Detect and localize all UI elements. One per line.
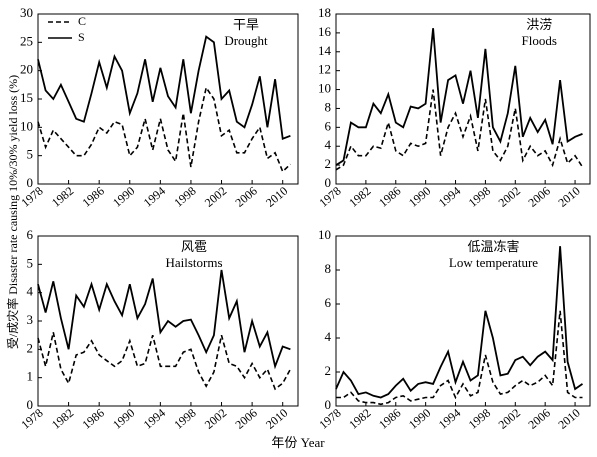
x-tick-label: 1998 [466,406,493,432]
x-tick-label: 1990 [406,184,433,210]
y-tick-label: 8 [325,261,332,276]
y-tick-label: 0 [27,175,34,190]
data-line [335,246,584,399]
data-line [37,35,291,140]
y-tick-label: 14 [318,43,332,58]
x-tick-label: 1978 [316,184,343,210]
y-tick-label: 2 [325,363,332,378]
data-line [335,28,583,166]
y-tick-label: 6 [325,295,332,310]
x-tick-label: 1994 [436,184,463,210]
x-tick-label: 2010 [555,406,582,432]
y-tick-label: 15 [20,90,33,105]
plot-frame [335,13,591,185]
y-tick-label: 5 [27,147,34,162]
x-tick-label: 1986 [79,184,106,210]
x-tick-label: 1982 [346,184,373,210]
x-tick-label: 1994 [141,406,168,432]
y-tick-label: 2 [325,156,332,171]
y-tick-label: 5 [27,255,34,270]
y-tick-label: 20 [20,62,33,77]
y-tick-label: 6 [325,118,332,133]
y-tick-label: 4 [325,329,332,344]
x-tick-label: 1982 [346,406,373,432]
panel-subtitle: Low temperature [449,255,538,270]
x-tick-label: 1994 [141,184,168,210]
x-tick-label: 2002 [202,184,229,210]
y-tick-label: 10 [318,227,331,242]
x-tick-label: 2002 [496,184,523,210]
x-tick-label: 2010 [263,184,290,210]
x-tick-label: 1986 [376,184,403,210]
y-tick-label: 10 [20,118,33,133]
y-tick-label: 12 [318,62,331,77]
x-tick-label: 1986 [376,406,403,432]
x-tick-label: 1990 [110,406,137,432]
x-axis-label: 年份 Year [271,435,325,450]
x-tick-label: 2006 [232,406,259,432]
y-tick-label: 25 [20,33,33,48]
plot-frame [335,235,591,407]
y-tick-label: 0 [27,397,34,412]
x-tick-label: 1998 [466,184,493,210]
panel-title: 风雹 [181,239,207,254]
x-tick-label: 1994 [436,406,463,432]
legend-label: S [78,30,85,44]
y-tick-label: 4 [27,284,34,299]
y-tick-label: 10 [318,81,331,96]
y-tick-label: 18 [318,5,331,20]
data-line [37,85,291,173]
y-tick-label: 4 [325,137,332,152]
panel-subtitle: Drought [224,33,268,48]
y-tick-label: 0 [325,175,332,190]
y-tick-label: 1 [27,369,34,384]
legend-label: C [78,14,86,28]
x-tick-label: 2006 [525,406,552,432]
x-tick-label: 1998 [171,406,198,432]
data-line [335,89,584,171]
x-tick-label: 1986 [79,406,106,432]
x-tick-label: 1982 [49,184,76,210]
x-tick-label: 2006 [232,184,259,210]
data-line [37,269,291,370]
y-tick-label: 3 [27,312,34,327]
y-tick-label: 6 [27,227,34,242]
data-line [37,332,292,391]
panel-title: 洪涝 [526,17,552,32]
x-tick-label: 1990 [406,406,433,432]
panel-title: 干旱 [233,17,259,32]
y-tick-label: 8 [325,99,332,114]
x-tick-label: 1982 [49,406,76,432]
x-tick-label: 2006 [525,184,552,210]
x-tick-label: 2002 [496,406,523,432]
x-tick-label: 1978 [316,406,343,432]
y-tick-label: 30 [20,5,33,20]
y-tick-label: 16 [318,24,332,39]
y-tick-label: 0 [325,397,332,412]
panel-subtitle: Hailstorms [165,255,222,270]
x-tick-label: 2010 [555,184,582,210]
panel-subtitle: Floods [521,33,556,48]
x-tick-label: 2010 [263,406,290,432]
y-axis-label: 受/成灾率 Disaster rate causing 10%/30% yiel… [5,75,20,349]
x-tick-label: 1978 [18,406,45,432]
x-tick-label: 1998 [171,184,198,210]
y-tick-label: 2 [27,340,34,355]
x-tick-label: 1990 [110,184,137,210]
panel-title: 低温冻害 [467,239,519,254]
x-tick-label: 2002 [202,406,229,432]
data-line [336,310,583,406]
x-tick-label: 1978 [18,184,45,210]
